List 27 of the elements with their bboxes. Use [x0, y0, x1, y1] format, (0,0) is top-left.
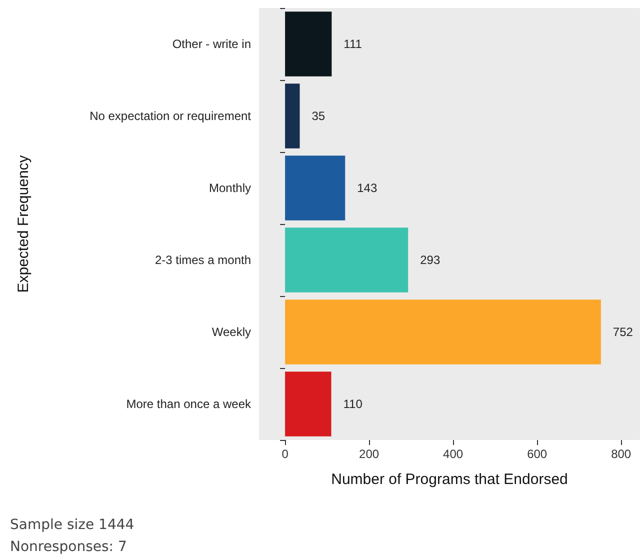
x-tick-label: 0: [282, 447, 289, 461]
y-tick-label: Other - write in: [172, 37, 251, 51]
x-tick-label: 200: [359, 447, 380, 461]
data-label: 143: [357, 181, 378, 195]
x-axis-title: Number of Programs that Endorsed: [331, 471, 568, 488]
bar: [285, 372, 332, 436]
x-tick-label: 800: [611, 447, 632, 461]
y-tick-label: 2-3 times a month: [154, 253, 251, 267]
y-tick-label: No expectation or requirement: [90, 109, 252, 123]
y-tick-label: Monthly: [208, 181, 251, 195]
bar: [285, 228, 408, 292]
bar: [285, 84, 300, 148]
y-tick-label: Weekly: [212, 325, 251, 339]
data-label: 752: [612, 325, 634, 339]
x-tick-label: 600: [527, 447, 548, 461]
x-tick-label: 400: [443, 447, 464, 461]
data-label: 35: [312, 109, 326, 123]
y-tick-label: More than once a week: [126, 397, 252, 411]
bar: [285, 12, 332, 76]
y-axis-title: Expected Frequency: [15, 154, 32, 293]
data-label: 111: [344, 37, 362, 51]
bar: [285, 156, 346, 220]
text: Nonresponses: 7: [10, 539, 127, 555]
data-label: 293: [420, 253, 440, 267]
text: Sample size 1444: [10, 517, 134, 533]
bar: [285, 300, 601, 364]
data-label: 110: [343, 397, 363, 411]
